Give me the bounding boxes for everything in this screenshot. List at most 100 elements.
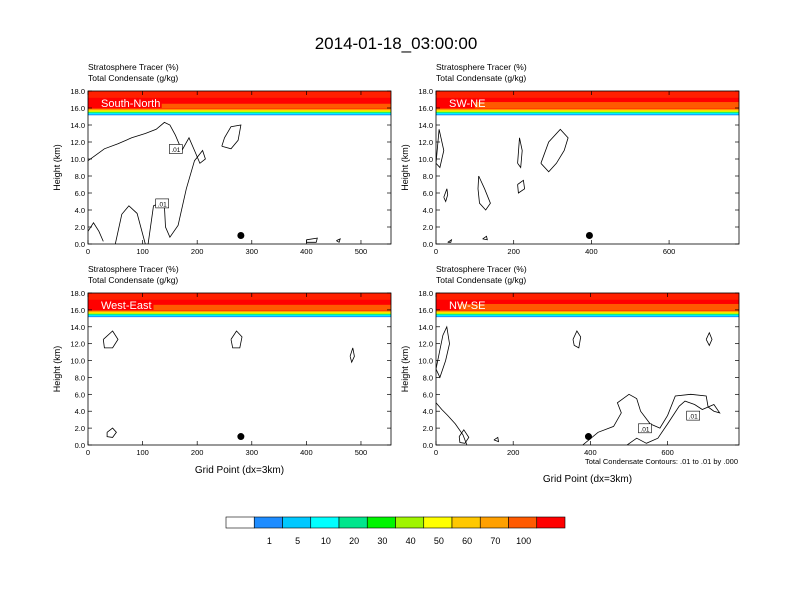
- panel-title-condensate: Total Condensate (g/kg): [88, 275, 178, 285]
- tracer-band: [436, 113, 739, 115]
- y-tick-label: 16.0: [418, 104, 433, 113]
- tracer-band: [88, 313, 391, 315]
- y-tick-label: 2.0: [75, 223, 85, 232]
- colorbar-swatch: [508, 516, 538, 529]
- y-tick-label: 12.0: [418, 340, 433, 349]
- panel-sw-ne: Stratosphere Tracer (%)Total Condensate …: [400, 62, 740, 256]
- y-tick-label: 0.0: [423, 441, 433, 450]
- tracer-band: [88, 309, 391, 312]
- y-tick-label: 2.0: [423, 424, 433, 433]
- tracer-band: [436, 110, 739, 112]
- condensate-contour: [493, 436, 500, 443]
- x-tick-label: 400: [300, 247, 313, 256]
- contour-footnote: Total Condensate Contours: .01 to .01 by…: [585, 457, 738, 466]
- tracer-band: [436, 312, 739, 315]
- condensate-contour: [106, 427, 117, 438]
- tracer-band: [436, 315, 739, 318]
- location-marker: [237, 433, 245, 441]
- colorbar-swatch: [536, 516, 566, 529]
- colorbar-label: 5: [295, 536, 300, 546]
- condensate-contour: [482, 235, 488, 241]
- colorbar-label: 70: [490, 536, 500, 546]
- tracer-band-raised: [474, 102, 739, 109]
- x-axis-label: Grid Point (dx=3km): [195, 465, 284, 476]
- y-tick-label: 6.0: [75, 189, 85, 198]
- section-label: West-East: [101, 300, 152, 312]
- y-tick-label: 12.0: [70, 340, 85, 349]
- y-tick-label: 6.0: [423, 189, 433, 198]
- plot-area: .01 .01: [88, 91, 391, 244]
- condensate-contour: [540, 128, 569, 173]
- condensate-contour: [436, 129, 445, 169]
- contour-label-box: [169, 144, 183, 154]
- y-tick-label: 2.0: [75, 424, 85, 433]
- condensate-contour: [443, 188, 449, 203]
- tracer-band-top: [436, 91, 739, 98]
- panel-title-tracer: Stratosphere Tracer (%): [88, 62, 179, 72]
- y-tick-label: 12.0: [70, 138, 85, 147]
- colorbar-label: 1: [267, 536, 272, 546]
- y-tick-label: 6.0: [423, 390, 433, 399]
- condensate-contour: [477, 175, 491, 211]
- colorbar-label: 60: [462, 536, 472, 546]
- x-tick-label: 100: [136, 448, 149, 457]
- tracer-band: [88, 108, 391, 110]
- tracer-band: [436, 314, 739, 316]
- colorbar-swatch: [253, 516, 283, 529]
- section-label: NW-SE: [449, 300, 485, 312]
- tracer-band-top: [88, 293, 391, 300]
- x-tick-label: 0: [434, 448, 438, 457]
- tracer-band: [436, 110, 739, 113]
- colorbar-swatch: [366, 516, 396, 529]
- tracer-band: [436, 313, 739, 315]
- colorbar-swatch: [225, 516, 255, 529]
- plot-frame: [435, 90, 740, 245]
- tracer-band-top: [88, 91, 391, 98]
- panel-title-condensate: Total Condensate (g/kg): [436, 275, 526, 285]
- y-tick-label: 16.0: [70, 104, 85, 113]
- condensate-contour: [114, 205, 146, 244]
- tracer-band: [436, 107, 739, 110]
- condensate-contour: [447, 238, 453, 243]
- y-tick-label: 14.0: [418, 323, 433, 332]
- y-tick-label: 8.0: [423, 373, 433, 382]
- colorbar-swatch: [338, 516, 368, 529]
- condensate-contour: [336, 238, 341, 243]
- x-tick-label: 600: [661, 448, 674, 457]
- tracer-band-raised: [459, 303, 739, 311]
- condensate-contour: [517, 137, 523, 169]
- y-tick-label: 14.0: [70, 323, 85, 332]
- y-tick-label: 10.0: [418, 155, 433, 164]
- tracer-band: [88, 110, 391, 112]
- condensate-contour: [517, 179, 526, 194]
- plot-frame: [435, 292, 740, 446]
- condensate-contour: [230, 330, 243, 349]
- colorbar-swatch: [282, 516, 312, 529]
- contour-label-box: [686, 410, 700, 421]
- tracer-band: [88, 311, 391, 313]
- colorbar-swatch: [423, 516, 453, 529]
- x-tick-label: 400: [584, 448, 597, 457]
- x-tick-label: 400: [585, 247, 598, 256]
- y-tick-label: 8.0: [75, 172, 85, 181]
- colorbar-label: 40: [406, 536, 416, 546]
- contour-label-box: [638, 423, 652, 434]
- y-tick-label: 2.0: [423, 223, 433, 232]
- plot-area: [436, 91, 739, 243]
- colorbar-label: 20: [349, 536, 359, 546]
- y-tick-label: 6.0: [75, 390, 85, 399]
- tracer-band: [88, 315, 391, 317]
- tracer-band: [436, 315, 739, 317]
- page-title: 2014-01-18_03:00:00: [315, 34, 478, 53]
- x-tick-label: 300: [246, 448, 259, 457]
- colorbar-label: 30: [377, 536, 387, 546]
- x-tick-label: 0: [86, 247, 90, 256]
- condensate-contour: [582, 393, 721, 445]
- tracer-band: [88, 109, 391, 111]
- x-tick-label: 200: [507, 247, 520, 256]
- y-tick-label: 4.0: [75, 206, 85, 215]
- y-tick-label: 18.0: [418, 289, 433, 298]
- y-axis-label: Height (km): [52, 346, 62, 393]
- panel-title-tracer: Stratosphere Tracer (%): [88, 264, 179, 274]
- tracer-band: [88, 114, 391, 116]
